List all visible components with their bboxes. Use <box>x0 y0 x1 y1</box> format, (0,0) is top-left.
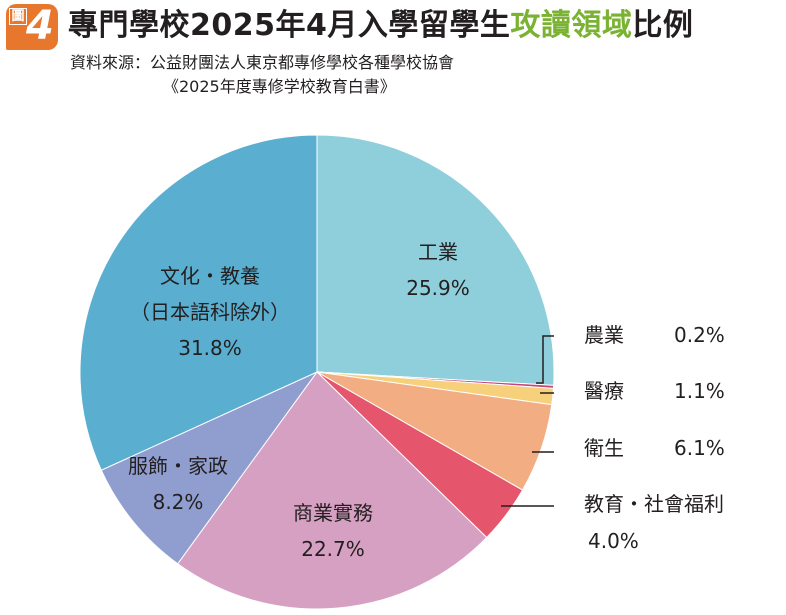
source-line-2: 《2025年度專修学校教育白書》 <box>163 77 396 96</box>
pie-slice-fashion-home <box>100 370 319 565</box>
pie-slice-engineering <box>316 134 555 386</box>
slice-label-agriculture: 農業 <box>584 323 624 347</box>
slice-label-culture-education: 文化・教養 <box>160 264 260 288</box>
figure-badge-number: 4 <box>26 3 54 49</box>
slice-percent-agriculture: 0.2% <box>674 323 725 347</box>
leader-line-agriculture <box>536 335 554 384</box>
chart-title-highlight: 攻讀領域 <box>510 8 633 43</box>
source-line-1: 資料來源：公益財團法人東京都專修學校各種學校協會 <box>70 53 455 72</box>
slice-percent-culture-education: 31.8% <box>178 336 242 360</box>
slice-percent-business: 22.7% <box>301 537 365 561</box>
slice-label-culture-education: （日本語科除外） <box>130 300 290 324</box>
slice-label-medical: 醫療 <box>584 379 624 403</box>
slice-percent-fashion-home: 8.2% <box>153 490 204 514</box>
chart-title-tail: 比例 <box>632 8 694 43</box>
slice-label-engineering: 工業 <box>418 240 458 264</box>
slice-percent-health: 6.1% <box>674 436 725 460</box>
slice-percent-engineering: 25.9% <box>406 276 470 300</box>
slice-label-health: 衛生 <box>584 436 624 460</box>
slice-label-education-welfare: 教育・社會福利 <box>584 492 724 516</box>
chart-title: 專門學校2025年4月入學留學生攻讀領域比例 <box>68 2 693 50</box>
slice-label-fashion-home: 服飾・家政 <box>128 454 228 478</box>
pie-slice-culture-education <box>79 134 318 471</box>
slice-percent-medical: 1.1% <box>674 379 725 403</box>
pie-slice-business <box>176 371 488 610</box>
figure-badge-label: 圖 <box>9 8 27 25</box>
slice-percent-education-welfare: 4.0% <box>588 529 639 553</box>
chart-title-main: 專門學校2025年4月入學留學生 <box>68 8 511 43</box>
slice-label-business: 商業實務 <box>293 501 373 525</box>
figure-badge: 圖 4 <box>6 3 58 50</box>
